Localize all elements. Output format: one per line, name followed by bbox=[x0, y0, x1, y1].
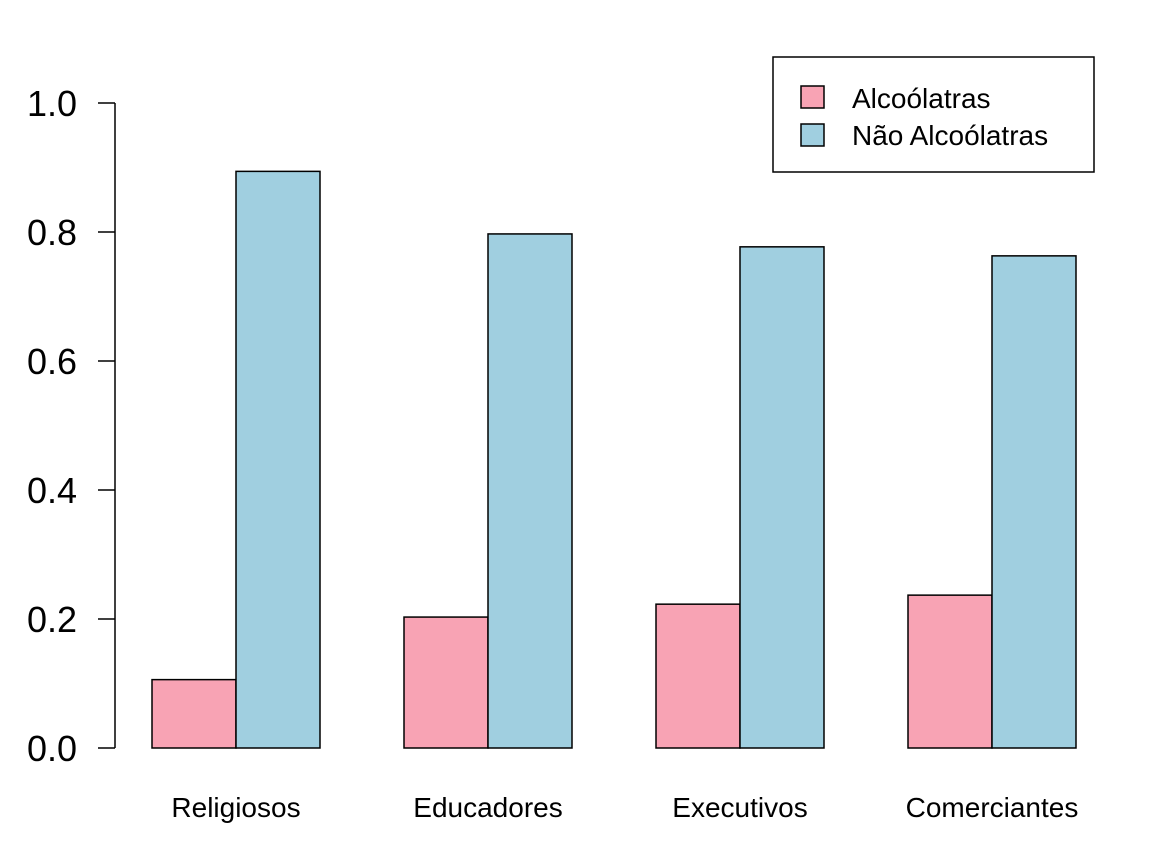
y-tick-label: 0.8 bbox=[27, 212, 77, 253]
bar-executivos-alcoolatras bbox=[655, 603, 741, 749]
legend-swatch-alcoolatras bbox=[800, 85, 825, 109]
bar-educadores-nao-alcoolatras bbox=[487, 233, 573, 749]
y-axis: 0.0 0.2 0.4 0.6 0.8 1.0 bbox=[27, 83, 116, 769]
legend: Alcoólatras Não Alcoólatras bbox=[772, 56, 1095, 173]
y-tick-label: 0.6 bbox=[27, 341, 77, 382]
legend-label-alcoolatras: Alcoólatras bbox=[852, 83, 991, 114]
y-tick-label: 0.2 bbox=[27, 599, 77, 640]
x-category-label: Religiosos bbox=[171, 792, 300, 823]
bar-religiosos-alcoolatras bbox=[151, 678, 237, 749]
bars bbox=[151, 170, 1077, 749]
x-category-label: Educadores bbox=[413, 792, 562, 823]
legend-swatch-nao-alcoolatras bbox=[800, 123, 825, 147]
x-category-label: Comerciantes bbox=[906, 792, 1079, 823]
y-tick-label: 1.0 bbox=[27, 83, 77, 124]
bar-comerciantes-nao-alcoolatras bbox=[991, 255, 1077, 749]
bar-religiosos-nao-alcoolatras bbox=[235, 170, 321, 749]
legend-box bbox=[772, 56, 1095, 173]
y-tick-label: 0.0 bbox=[27, 728, 77, 769]
bar-executivos-nao-alcoolatras bbox=[739, 246, 825, 749]
x-category-label: Executivos bbox=[672, 792, 807, 823]
bar-educadores-alcoolatras bbox=[403, 616, 489, 749]
bar-comerciantes-alcoolatras bbox=[907, 594, 993, 749]
x-axis-labels: Religiosos Educadores Executivos Comerciant… bbox=[171, 792, 1078, 823]
legend-label-nao-alcoolatras: Não Alcoólatras bbox=[852, 120, 1048, 151]
y-tick-label: 0.4 bbox=[27, 470, 77, 511]
